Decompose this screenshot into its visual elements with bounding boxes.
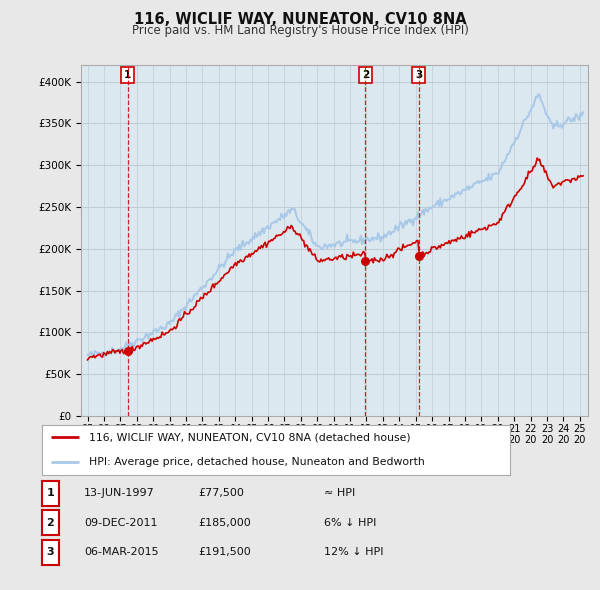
Text: ≈ HPI: ≈ HPI xyxy=(324,489,355,498)
Text: £77,500: £77,500 xyxy=(198,489,244,498)
Text: £185,000: £185,000 xyxy=(198,518,251,527)
Text: 6% ↓ HPI: 6% ↓ HPI xyxy=(324,518,376,527)
Text: 06-MAR-2015: 06-MAR-2015 xyxy=(84,548,158,557)
Text: 09-DEC-2011: 09-DEC-2011 xyxy=(84,518,157,527)
Text: Price paid vs. HM Land Registry's House Price Index (HPI): Price paid vs. HM Land Registry's House … xyxy=(131,24,469,37)
Text: 2: 2 xyxy=(47,518,54,527)
Text: 116, WICLIF WAY, NUNEATON, CV10 8NA: 116, WICLIF WAY, NUNEATON, CV10 8NA xyxy=(134,12,466,27)
Text: 1: 1 xyxy=(124,70,131,80)
Text: 1: 1 xyxy=(47,489,54,498)
Text: 3: 3 xyxy=(47,548,54,557)
Text: 116, WICLIF WAY, NUNEATON, CV10 8NA (detached house): 116, WICLIF WAY, NUNEATON, CV10 8NA (det… xyxy=(89,432,410,442)
Text: £191,500: £191,500 xyxy=(198,548,251,557)
Text: 3: 3 xyxy=(415,70,422,80)
Text: 13-JUN-1997: 13-JUN-1997 xyxy=(84,489,155,498)
Text: 2: 2 xyxy=(362,70,369,80)
Text: HPI: Average price, detached house, Nuneaton and Bedworth: HPI: Average price, detached house, Nune… xyxy=(89,457,425,467)
Text: 12% ↓ HPI: 12% ↓ HPI xyxy=(324,548,383,557)
